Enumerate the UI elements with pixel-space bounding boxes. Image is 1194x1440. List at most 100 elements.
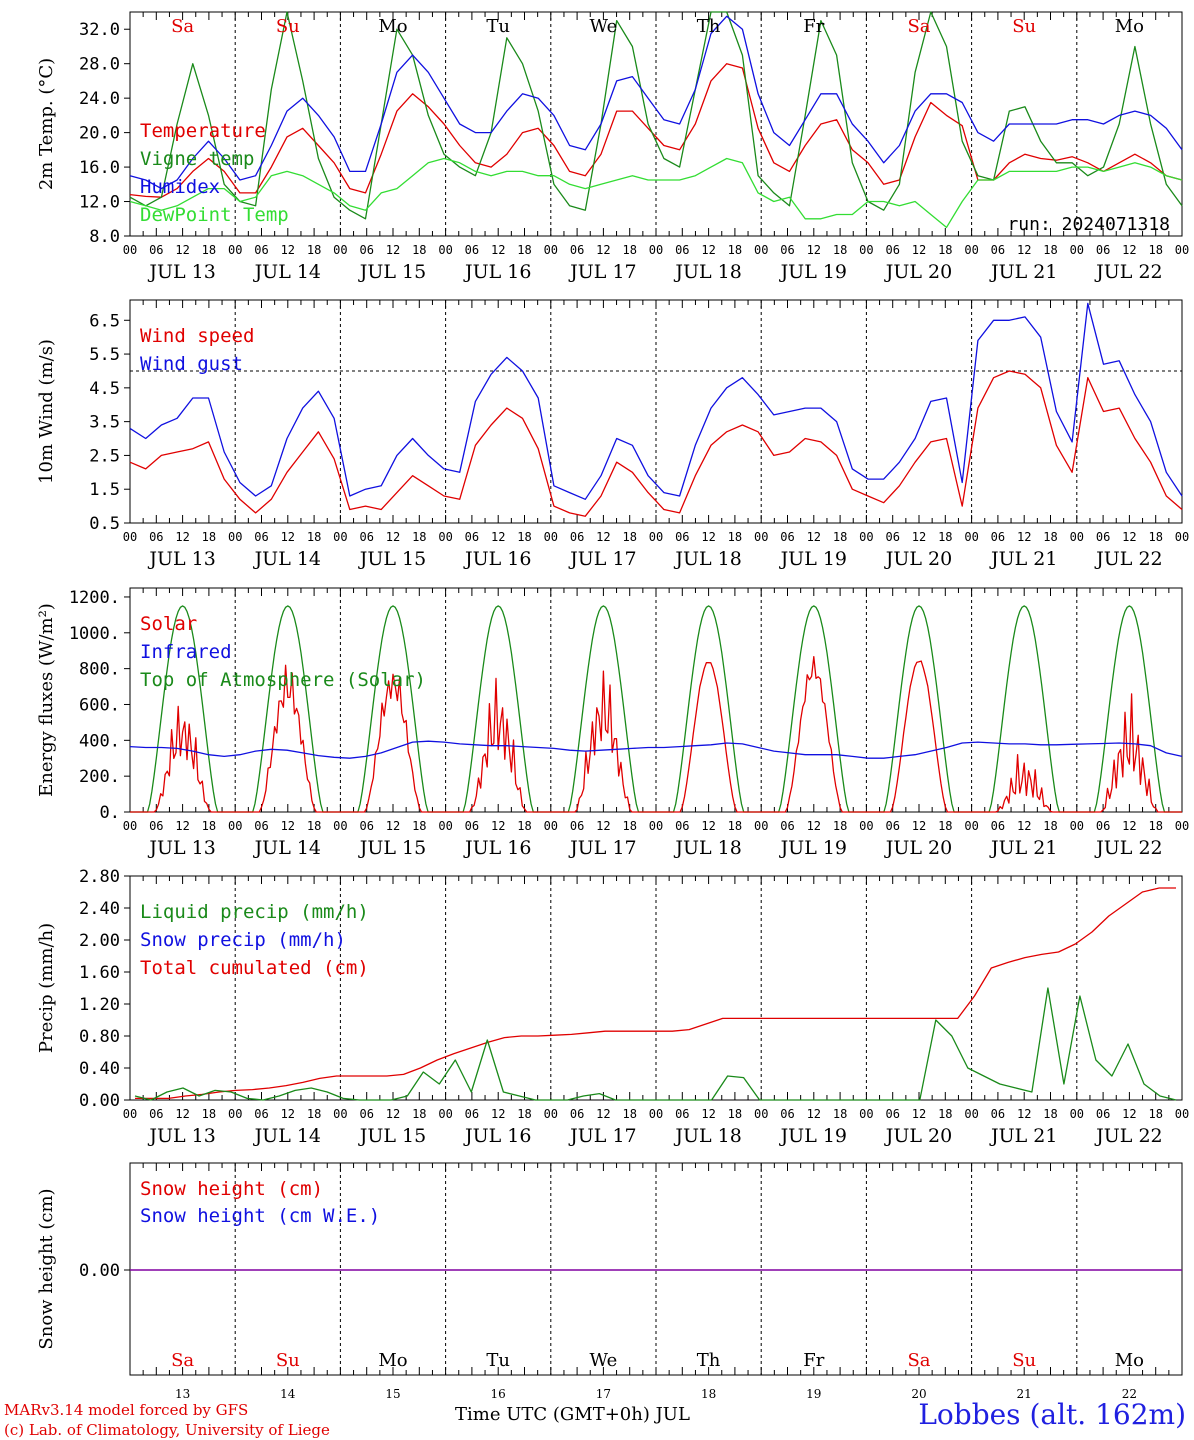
- hour-tick-label: 18: [938, 530, 952, 544]
- y-tick-label: 1000.: [69, 624, 120, 644]
- date-label: JUL 14: [253, 1125, 321, 1147]
- time-axis-title: Time UTC (GMT+0h) JUL: [455, 1404, 690, 1425]
- y-tick-label: 32.0: [79, 20, 120, 40]
- date-label: JUL 17: [568, 837, 636, 859]
- hour-tick-label: 12: [1017, 243, 1031, 257]
- hour-tick-label: 00: [544, 819, 558, 833]
- hour-tick-label: 00: [754, 1107, 768, 1121]
- hour-tick-label: 18: [517, 243, 531, 257]
- date-number-label: 14: [280, 1387, 296, 1401]
- date-label: JUL 17: [568, 548, 636, 570]
- weekday-label: Sa: [171, 1350, 194, 1371]
- hour-tick-label: 00: [1070, 819, 1084, 833]
- hour-tick-label: 18: [1148, 243, 1162, 257]
- hour-tick-label: 12: [1122, 819, 1136, 833]
- series-line-liquid-precip: [134, 987, 1177, 1101]
- hour-tick-label: 12: [1017, 530, 1031, 544]
- hour-tick-label: 06: [675, 819, 689, 833]
- legend-entry: Liquid precip (mm/h): [140, 901, 369, 923]
- legend-entry: Snow height (cm W.E.): [140, 1205, 380, 1227]
- legend-entry: Total cumulated (cm): [140, 957, 369, 979]
- date-number-label: 19: [806, 1387, 821, 1401]
- hour-tick-label: 00: [333, 819, 347, 833]
- series-line-vigne-temp: [129, 11, 1183, 220]
- date-number-label: 20: [911, 1387, 926, 1401]
- hour-tick-label: 06: [885, 1107, 899, 1121]
- hour-tick-label: 18: [412, 243, 426, 257]
- hour-tick-label: 12: [596, 530, 610, 544]
- hour-tick-label: 18: [307, 530, 321, 544]
- date-label: JUL 18: [673, 837, 741, 859]
- hour-tick-label: 18: [1043, 530, 1057, 544]
- hour-tick-label: 06: [1096, 243, 1110, 257]
- date-label: JUL 22: [1094, 1125, 1162, 1147]
- hour-tick-label: 18: [1148, 819, 1162, 833]
- y-tick-label: 3.5: [89, 413, 120, 433]
- hour-tick-label: 12: [807, 243, 821, 257]
- weekday-label: Th: [697, 1350, 721, 1371]
- date-label: JUL 21: [989, 261, 1057, 283]
- y-tick-label: 1.60: [79, 963, 120, 983]
- date-label: JUL 21: [989, 1125, 1057, 1147]
- date-label: JUL 18: [673, 261, 741, 283]
- date-label: JUL 17: [568, 1125, 636, 1147]
- hour-tick-label: 18: [202, 819, 216, 833]
- hour-tick-label: 06: [1096, 1107, 1110, 1121]
- hour-tick-label: 06: [149, 819, 163, 833]
- hour-tick-label: 00: [544, 530, 558, 544]
- series-line-dewpoint-temp: [129, 157, 1183, 229]
- weekday-label: Su: [276, 1350, 300, 1371]
- weekday-label: Su: [276, 16, 300, 37]
- date-label: JUL 15: [358, 1125, 426, 1147]
- weekday-label: Mo: [1115, 16, 1144, 37]
- hour-tick-label: 12: [701, 819, 715, 833]
- date-label: JUL 15: [358, 837, 426, 859]
- hour-tick-label: 00: [754, 819, 768, 833]
- hour-tick-label: 18: [622, 819, 636, 833]
- hour-tick-label: 18: [412, 530, 426, 544]
- hour-tick-label: 18: [517, 819, 531, 833]
- hour-tick-label: 12: [701, 530, 715, 544]
- hour-tick-label: 18: [728, 243, 742, 257]
- hour-tick-label: 18: [202, 243, 216, 257]
- hour-tick-label: 18: [833, 1107, 847, 1121]
- hour-tick-label: 00: [1175, 530, 1189, 544]
- date-label: JUL 21: [989, 548, 1057, 570]
- hour-tick-label: 06: [254, 819, 268, 833]
- weekday-label: Sa: [907, 1350, 930, 1371]
- hour-tick-label: 18: [517, 1107, 531, 1121]
- y-tick-label: 2.40: [79, 899, 120, 919]
- y-tick-label: 800.: [79, 660, 120, 680]
- hour-tick-label: 12: [1122, 1107, 1136, 1121]
- y-axis-label: 2m Temp. (°C): [36, 58, 57, 190]
- legend-entry: Solar: [140, 613, 197, 635]
- hour-tick-label: 18: [202, 1107, 216, 1121]
- y-tick-label: 8.0: [89, 227, 120, 247]
- hour-tick-label: 18: [1043, 1107, 1057, 1121]
- hour-tick-label: 18: [1043, 819, 1057, 833]
- y-axis-label: 10m Wind (m/s): [36, 339, 57, 484]
- y-tick-label: 24.0: [79, 89, 120, 109]
- hour-tick-label: 12: [175, 530, 189, 544]
- series-line-temperature: [129, 63, 1183, 198]
- hour-tick-label: 06: [570, 243, 584, 257]
- weekday-label: Mo: [378, 16, 407, 37]
- hour-tick-label: 00: [228, 819, 242, 833]
- hour-tick-label: 06: [885, 530, 899, 544]
- hour-tick-label: 12: [175, 819, 189, 833]
- weekday-label: Tu: [486, 1350, 510, 1371]
- date-label: JUL 20: [884, 261, 952, 283]
- date-label: JUL 16: [463, 548, 531, 570]
- date-number-label: 18: [701, 1387, 716, 1401]
- hour-tick-label: 18: [833, 530, 847, 544]
- y-tick-label: 0.5: [89, 514, 120, 534]
- hour-tick-label: 18: [622, 243, 636, 257]
- date-label: JUL 22: [1094, 548, 1162, 570]
- hour-tick-label: 06: [780, 243, 794, 257]
- hour-tick-label: 00: [649, 1107, 663, 1121]
- date-number-label: 16: [491, 1387, 506, 1401]
- date-label: JUL 19: [779, 1125, 847, 1147]
- date-label: JUL 16: [463, 837, 531, 859]
- hour-tick-label: 00: [964, 1107, 978, 1121]
- date-label: JUL 14: [253, 837, 321, 859]
